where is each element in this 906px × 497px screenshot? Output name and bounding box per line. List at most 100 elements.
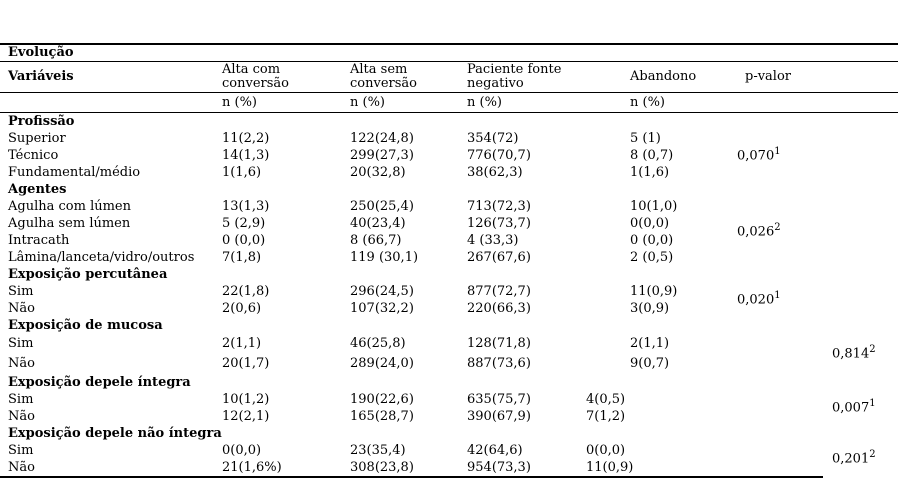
table-section: Exposição de mucosa Sim 2(1,1) 46(25,8) 128(… <box>0 317 898 374</box>
cell-value: 0 (0,0) <box>222 233 266 248</box>
row-label: Agulha com lúmen <box>8 199 131 214</box>
cell-value: 1(1,6) <box>222 165 262 180</box>
section-rows: Sim 22(1,8) 296(24,5) 877(72,7) 11(0,9) Não 2(… <box>0 283 898 317</box>
statistics-table: Evolução Variáveis Alta com conversão Al… <box>0 43 898 478</box>
cell-value: 2(0,6) <box>222 301 262 316</box>
section-rows: Sim 10(1,2) 190(22,6) 635(75,7) 4(0,5) Não 12(… <box>0 391 898 425</box>
cell-value: 42(64,6) <box>467 443 523 458</box>
subheader-n-pct: n (%) <box>222 95 258 110</box>
row-label: Não <box>8 356 35 371</box>
table-title: Evolução <box>0 45 898 62</box>
cell-value: 11(0,9) <box>630 284 678 299</box>
table-row: Fundamental/médio 1(1,6) 20(32,8) 38(62,3) 1… <box>0 164 898 181</box>
cell-value: 8 (0,7) <box>630 148 674 163</box>
cell-value: 4(0,5) <box>586 392 626 407</box>
cell-value: 877(72,7) <box>467 284 531 299</box>
column-header-alta-com-conversao: Alta com conversão <box>222 62 289 91</box>
cell-value: 40(23,4) <box>350 216 406 231</box>
row-label: Não <box>8 301 35 316</box>
section-label: Exposição depele não íntegra <box>8 426 222 441</box>
table-row: Lâmina/lanceta/vidro/outros 7(1,8) 119 (30… <box>0 249 898 266</box>
section-rows: Agulha com lúmen 13(1,3) 250(25,4) 713(72,3… <box>0 198 898 266</box>
cell-value: 296(24,5) <box>350 284 414 299</box>
cell-empty <box>745 249 898 266</box>
cell-value: 5 (2,9) <box>222 216 266 231</box>
section-label: Exposição percutânea <box>8 267 168 282</box>
cell-value: 22(1,8) <box>222 284 270 299</box>
p-value-footnote-marker: 2 <box>869 449 876 461</box>
row-label: Fundamental/médio <box>8 165 141 180</box>
table-row: Técnico 14(1,3) 299(27,3) 776(70,7) 8 (0,7) <box>0 147 898 164</box>
table-section: Exposição percutânea Sim 22(1,8) 296(24,5) 8… <box>0 266 898 317</box>
cell-value: 126(73,7) <box>467 216 531 231</box>
cell-value: 23(35,4) <box>350 443 406 458</box>
p-value-number: 0,007 <box>832 400 870 416</box>
cell-value: 776(70,7) <box>467 148 531 163</box>
row-label: Lâmina/lanceta/vidro/outros <box>8 250 195 265</box>
section-label: Profissão <box>8 114 75 129</box>
table-row: Não 21(1,6%) 308(23,8) 954(73,3) 11(0,9) <box>0 459 898 476</box>
cell-value: 10(1,2) <box>222 392 270 407</box>
table-bottom-rule <box>0 476 823 478</box>
table-section: Exposição depele não íntegra Sim 0(0,0) 23(… <box>0 425 898 476</box>
cell-empty <box>745 130 898 147</box>
cell-value: 308(23,8) <box>350 460 414 475</box>
section-label: Agentes <box>8 182 67 197</box>
table-section: Exposição depele íntegra Sim 10(1,2) 190(22… <box>0 374 898 425</box>
row-label: Superior <box>8 131 66 146</box>
cell-value: 635(75,7) <box>467 392 531 407</box>
cell-value: 7(1,2) <box>586 409 626 424</box>
p-value: 0,2012 <box>832 449 876 467</box>
cell-value: 20(32,8) <box>350 165 406 180</box>
cell-value: 0(0,0) <box>586 443 626 458</box>
table-row: Superior 11(2,2) 122(24,8) 354(72) 5 (1) <box>0 130 898 147</box>
table-row: Não 2(0,6) 107(32,2) 220(66,3) 3(0,9) <box>0 300 898 317</box>
table-body: Profissão Superior 11(2,2) 122(24,8) 354(72)… <box>0 113 898 476</box>
p-value: 0,0071 <box>832 398 876 416</box>
table-section: Agentes Agulha com lúmen 13(1,3) 250(25,4) 7… <box>0 181 898 266</box>
p-value-footnote-marker: 1 <box>869 398 876 410</box>
table-section: Profissão Superior 11(2,2) 122(24,8) 354(72)… <box>0 113 898 181</box>
p-value-footnote-marker: 1 <box>774 290 781 302</box>
cell-value: 2(1,1) <box>222 336 262 351</box>
table-row: Sim 10(1,2) 190(22,6) 635(75,7) 4(0,5) <box>0 391 898 408</box>
cell-value: 4 (33,3) <box>467 233 519 248</box>
cell-value: 0(0,0) <box>630 216 670 231</box>
cell-value: 713(72,3) <box>467 199 531 214</box>
table-row: Não 20(1,7) 289(24,0) 887(73,6) 9(0,7) <box>0 354 898 374</box>
subheader-spacer <box>8 93 222 113</box>
cell-value: 954(73,3) <box>467 460 531 475</box>
row-label: Agulha sem lúmen <box>8 216 131 231</box>
column-header-alta-sem-conversao: Alta sem conversão <box>350 62 417 91</box>
cell-empty <box>745 164 898 181</box>
p-value-footnote-marker: 1 <box>774 145 781 157</box>
p-value: 0,8142 <box>832 345 876 362</box>
column-header-variables: Variáveis <box>8 69 74 84</box>
cell-value: 267(67,6) <box>467 250 531 265</box>
cell-value: 2 (0,5) <box>630 250 674 265</box>
table-row: Sim 2(1,1) 46(25,8) 128(71,8) 2(1,1) <box>0 334 898 354</box>
table-row: Não 12(2,1) 165(28,7) 390(67,9) 7(1,2) <box>0 408 898 425</box>
cell-value: 0 (0,0) <box>630 233 674 248</box>
row-label: Sim <box>8 392 34 407</box>
cell-value: 128(71,8) <box>467 336 531 351</box>
cell-value: 7(1,8) <box>222 250 262 265</box>
cell-value: 299(27,3) <box>350 148 414 163</box>
table-row: Intracath 0 (0,0) 8 (66,7) 4 (33,3) 0 (0,0) <box>0 232 898 249</box>
subheader-empty <box>745 93 898 113</box>
p-value-number: 0,026 <box>737 224 775 240</box>
section-rows: Superior 11(2,2) 122(24,8) 354(72) 5 (1) Técn… <box>0 130 898 181</box>
column-header-p-valor: p-valor <box>745 69 792 84</box>
table-subheader-row: n (%) n (%) n (%) n (%) <box>0 93 898 113</box>
cell-value: 107(32,2) <box>350 301 414 316</box>
p-value-number: 0,020 <box>737 292 775 308</box>
p-value-number: 0,070 <box>737 148 775 163</box>
cell-value: 390(67,9) <box>467 409 531 424</box>
cell-value: 250(25,4) <box>350 199 414 214</box>
row-label: Não <box>8 409 35 424</box>
row-label: Sim <box>8 443 34 458</box>
row-label: Sim <box>8 336 34 351</box>
column-header-abandono: Abandono <box>630 69 697 84</box>
cell-value: 14(1,3) <box>222 148 270 163</box>
row-label: Intracath <box>8 233 70 248</box>
